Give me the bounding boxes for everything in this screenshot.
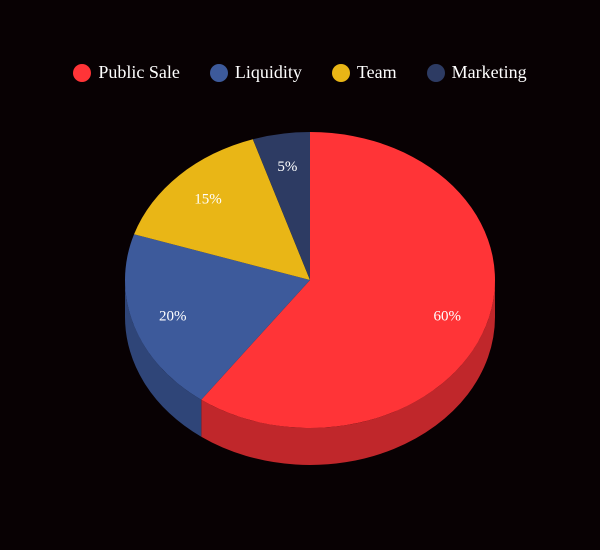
legend-label-team: Team	[356, 62, 397, 82]
slice-liquidity[interactable]	[125, 234, 310, 400]
legend-item-public-sale[interactable]: Public Sale	[73, 62, 180, 83]
legend-label-marketing: Marketing	[451, 62, 527, 82]
legend-swatch-public-sale	[73, 63, 92, 82]
slice-side-public-sale	[201, 280, 495, 466]
slice-label-marketing: 5%	[277, 159, 297, 175]
slice-side-liquidity	[124, 280, 202, 437]
pie-slices	[125, 132, 495, 428]
slice-label-team: 15%	[194, 191, 222, 207]
legend: Public Sale Liquidity Team Marketing	[0, 62, 600, 83]
legend-swatch-team	[331, 63, 350, 82]
legend-swatch-liquidity	[209, 63, 228, 82]
legend-item-marketing[interactable]: Marketing	[426, 62, 527, 83]
legend-label-public-sale: Public Sale	[98, 62, 180, 82]
legend-item-team[interactable]: Team	[331, 62, 397, 83]
legend-label-liquidity: Liquidity	[234, 62, 302, 82]
pie-labels: 60% 20% 15% 5%	[159, 159, 461, 325]
slice-label-liquidity: 20%	[159, 309, 187, 325]
slice-team[interactable]	[134, 139, 310, 280]
slice-marketing[interactable]	[252, 132, 310, 280]
legend-swatch-marketing	[426, 63, 445, 82]
slice-label-public-sale: 60%	[433, 309, 461, 325]
slice-public-sale[interactable]	[201, 132, 495, 428]
legend-item-liquidity[interactable]: Liquidity	[209, 62, 302, 83]
pie-sides	[124, 280, 495, 466]
